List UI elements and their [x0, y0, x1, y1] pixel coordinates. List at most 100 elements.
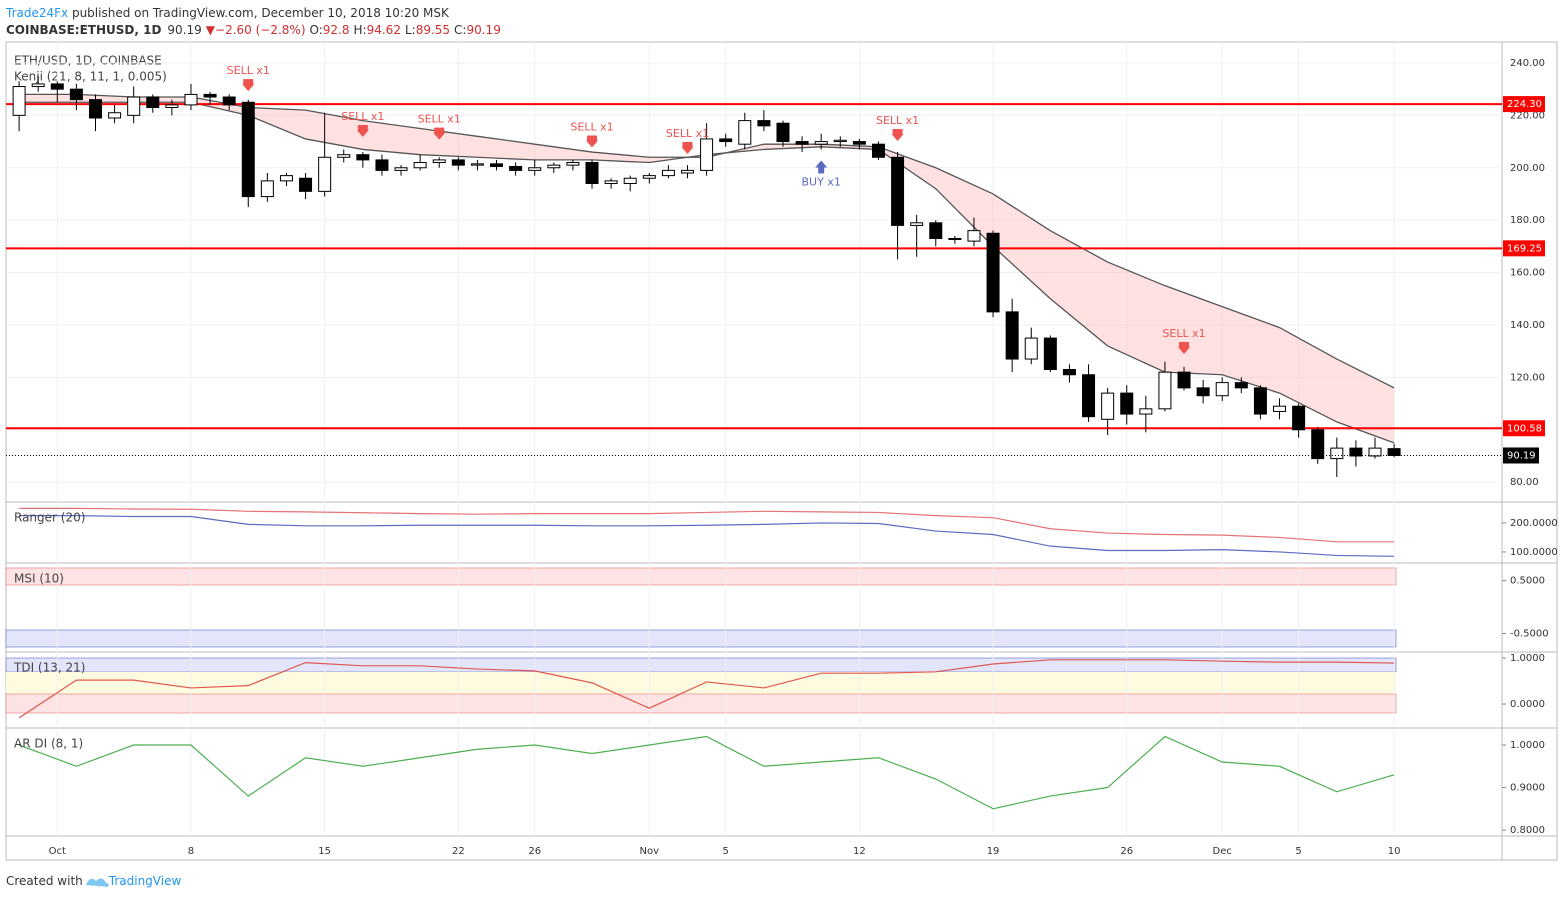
- candle-body: [719, 138, 733, 143]
- candle-body: [1311, 429, 1325, 460]
- x-tick-label: 26: [528, 846, 541, 857]
- signal-label: SELL x1: [227, 64, 270, 77]
- c-label: C:: [454, 23, 466, 37]
- signal-arrow: [815, 160, 828, 174]
- candle-body: [642, 175, 656, 179]
- indicator-bands: [5, 567, 1397, 714]
- y-tick-label: 100.0000: [1510, 547, 1558, 558]
- candle-body: [318, 156, 332, 192]
- x-tick-label: Nov: [640, 846, 660, 857]
- signal-label: SELL x1: [418, 113, 461, 126]
- published: published on TradingView.com, December 1…: [68, 6, 450, 20]
- candle-body: [585, 162, 599, 184]
- h-label: H:: [354, 23, 367, 37]
- candle-body: [967, 230, 981, 242]
- candle-body: [1253, 387, 1267, 415]
- candle-body: [1139, 408, 1153, 415]
- candle-body: [394, 167, 408, 171]
- signal-arrow: [1178, 341, 1191, 354]
- candle-body: [948, 238, 962, 241]
- candle-body: [1158, 371, 1172, 410]
- candle-body: [432, 159, 446, 164]
- level-label: 224.30: [1507, 99, 1542, 110]
- candle-body: [929, 222, 943, 240]
- candle-body: [700, 138, 714, 171]
- x-tick-label: 12: [853, 846, 866, 857]
- y-tick-label: 0.5000: [1510, 576, 1545, 587]
- candle-body: [50, 83, 64, 90]
- candle-body: [1292, 405, 1306, 431]
- y-tick-label: 160.00: [1510, 268, 1545, 279]
- x-tick-label: 15: [318, 846, 331, 857]
- level-label: 169.25: [1507, 243, 1542, 254]
- header-line: Trade24Fx published on TradingView.com, …: [5, 6, 450, 20]
- signal-label: BUY x1: [802, 176, 841, 189]
- x-tick-label: 5: [723, 846, 729, 857]
- y-tick-label: 80.00: [1510, 477, 1539, 488]
- candle-body: [1062, 369, 1076, 376]
- last-price-box: [1503, 447, 1539, 464]
- y-tick-label: 140.00: [1510, 320, 1545, 331]
- candle-body: [986, 232, 1000, 313]
- brand[interactable]: TradingView: [108, 874, 182, 888]
- tdi-mid-band: [6, 672, 1396, 694]
- signal-label: SELL x1: [1162, 327, 1205, 340]
- y-tick-label: 0.0000: [1510, 699, 1545, 710]
- cloud-fill: [19, 94, 1395, 443]
- symbol: COINBASE:ETHUSD, 1D: [6, 23, 161, 37]
- candle-body: [795, 141, 809, 145]
- candle-body: [528, 167, 542, 171]
- change: −2.60 (−2.8%): [215, 23, 306, 37]
- candle-body: [1082, 374, 1096, 418]
- indicator-line: [19, 515, 1395, 557]
- y-tick-label: 220.00: [1510, 110, 1545, 121]
- candle-body: [1330, 447, 1344, 460]
- x-tick-label: Dec: [1213, 846, 1232, 857]
- candle-body: [1215, 382, 1229, 397]
- panel-title: TDI (13, 21): [13, 661, 85, 675]
- y-tick-label: 200.0000: [1510, 518, 1558, 529]
- candle-body: [1234, 382, 1248, 389]
- candle-body: [1120, 392, 1134, 415]
- x-tick-label: 26: [1120, 846, 1133, 857]
- candle-body: [260, 180, 274, 198]
- candle-body: [1024, 337, 1038, 360]
- candle-body: [891, 156, 905, 226]
- candle-body: [776, 122, 790, 143]
- signal-label: SELL x1: [666, 127, 709, 140]
- candle-body: [1273, 405, 1287, 412]
- candle-body: [337, 154, 351, 158]
- candle-body: [1177, 371, 1191, 389]
- candle-body: [738, 120, 752, 145]
- candle-body: [299, 177, 313, 192]
- arrow: ▼: [206, 23, 216, 37]
- candle-body: [165, 104, 179, 109]
- o-value: 92.8: [323, 23, 350, 37]
- chart-title: ETH/USD, 1D, COINBASE: [14, 54, 162, 68]
- y-tick-label: 1.0000: [1510, 740, 1545, 751]
- candle-body: [356, 154, 370, 161]
- candle-body: [470, 163, 484, 166]
- candle-body: [1349, 447, 1363, 457]
- candle-body: [222, 96, 236, 106]
- candle-body: [184, 93, 198, 106]
- candle-body: [127, 96, 141, 116]
- marks: [6, 76, 1502, 810]
- author[interactable]: Trade24Fx: [5, 6, 68, 20]
- level-label-box: [1503, 240, 1545, 257]
- l-value: 89.55: [416, 23, 450, 37]
- panel-title: AR DI (8, 1): [14, 737, 83, 751]
- candle-body: [108, 112, 122, 119]
- tv-logo: [86, 878, 109, 887]
- y-tick-label: 0.8000: [1510, 825, 1545, 836]
- candle-body: [1368, 447, 1382, 457]
- candle-body: [1043, 337, 1057, 371]
- candle-body: [241, 101, 255, 198]
- candle-body: [88, 99, 102, 119]
- candle-body: [757, 120, 771, 127]
- c-value: 90.19: [466, 23, 500, 37]
- candle-body: [203, 93, 217, 98]
- candle-body: [681, 169, 695, 174]
- candle-body: [1196, 387, 1210, 397]
- signal-label: SELL x1: [876, 114, 919, 127]
